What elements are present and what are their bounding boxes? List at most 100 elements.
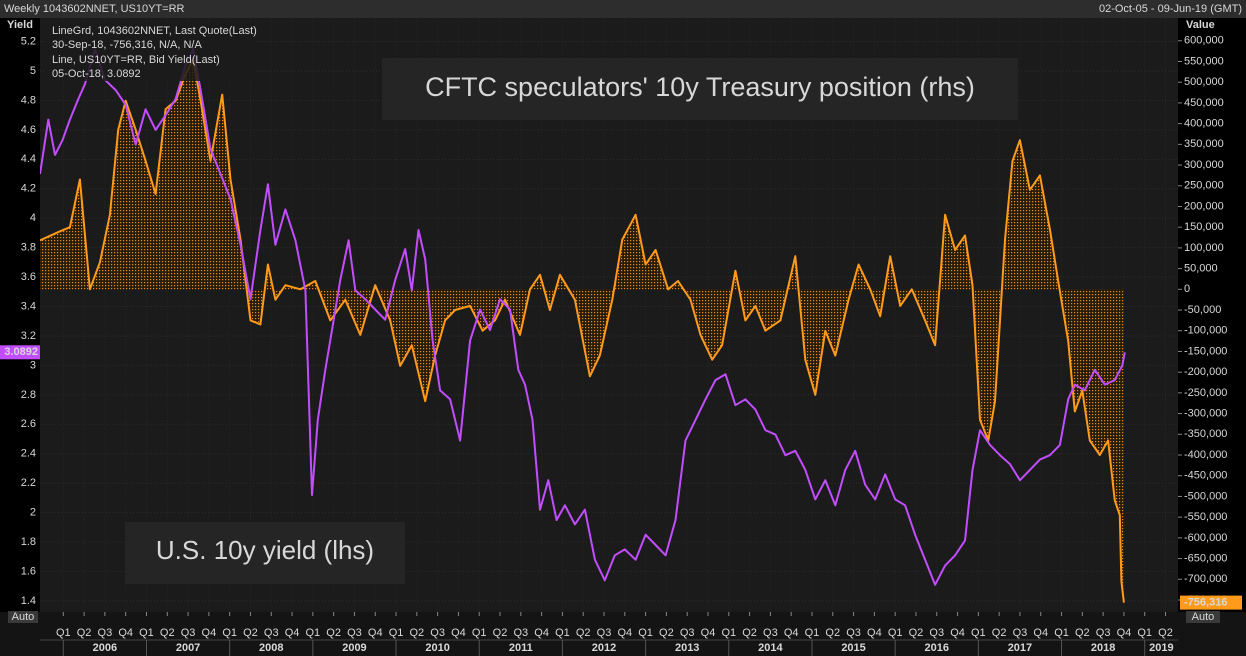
y2-tick-label: 550,000 — [1184, 55, 1224, 67]
y2-tick-label: 600,000 — [1184, 35, 1224, 47]
legend-detail: 30-Sep-18, -756,316, N/A, N/A — [52, 39, 202, 51]
x-tick-label: Q2 — [1075, 627, 1090, 639]
x-tick-label: Q2 — [1158, 627, 1173, 639]
x-tick-label: Q2 — [493, 627, 508, 639]
x-tick-label: Q3 — [846, 627, 861, 639]
y-tick-label: 4.2 — [21, 183, 36, 195]
x-tick-label: Q3 — [597, 627, 612, 639]
year-label: 2012 — [592, 642, 616, 654]
x-tick-label: Q4 — [202, 627, 217, 639]
x-tick-label: Q4 — [1117, 627, 1132, 639]
y2-tick-label: -100,000 — [1184, 325, 1227, 337]
x-tick-label: Q1 — [472, 627, 487, 639]
x-tick-label: Q1 — [805, 627, 820, 639]
header-bar — [0, 0, 1246, 18]
annotation: U.S. 10y yield (lhs) — [156, 535, 374, 565]
year-label: 2010 — [425, 642, 449, 654]
x-tick-label: Q1 — [888, 627, 903, 639]
x-tick-label: Q3 — [513, 627, 528, 639]
y2-tick-label: -350,000 — [1184, 428, 1227, 440]
y2-tick-label: -550,000 — [1184, 511, 1227, 523]
auto-button[interactable] — [8, 611, 38, 623]
y-tick-label: 5 — [30, 65, 36, 77]
y-tick-label: 1.8 — [21, 536, 36, 548]
x-tick-label: Q1 — [306, 627, 321, 639]
legend-box — [46, 23, 256, 81]
x-tick-label: Q3 — [929, 627, 944, 639]
x-tick-label: Q3 — [181, 627, 196, 639]
y2-tick-label: -600,000 — [1184, 532, 1227, 544]
y-tick-label: 2.6 — [21, 418, 36, 430]
x-tick-label: Q3 — [1013, 627, 1028, 639]
x-tick-label: Q4 — [451, 627, 466, 639]
x-axis-band — [0, 612, 1246, 656]
legend-entry: Line, US10YT=RR, Bid Yield(Last) — [52, 54, 220, 66]
y2-tick-label: 400,000 — [1184, 118, 1224, 130]
y-tick-label: 3.6 — [21, 271, 36, 283]
y-tick-label: 4.6 — [21, 124, 36, 136]
x-tick-label: Q1 — [971, 627, 986, 639]
x-tick-label: Q2 — [326, 627, 341, 639]
y-tick-label: 4.8 — [21, 94, 36, 106]
y-tick-label: 2.8 — [21, 389, 36, 401]
header-left: Weekly 1043602NNET, US10YT=RR — [4, 3, 185, 15]
y2-tick-label: 0 — [1184, 283, 1190, 295]
x-tick-label: Q4 — [368, 627, 383, 639]
y2-tick-label: 500,000 — [1184, 76, 1224, 88]
x-tick-label: Q3 — [347, 627, 362, 639]
x-tick-label: Q4 — [617, 627, 632, 639]
x-tick-label: Q2 — [409, 627, 424, 639]
value-tag — [1180, 595, 1242, 610]
value-tag-label: 3.0892 — [4, 346, 38, 358]
y-tick-label: 3.8 — [21, 242, 36, 254]
series-line — [40, 58, 1125, 603]
x-tick-label: Q2 — [576, 627, 591, 639]
x-tick-label: Q2 — [243, 627, 258, 639]
auto-label[interactable]: Auto — [12, 611, 35, 623]
x-tick-label: Q4 — [784, 627, 799, 639]
value-tag-label: -756,316 — [1184, 597, 1227, 609]
y-tick-label: 2.2 — [21, 477, 36, 489]
x-tick-label: Q1 — [1054, 627, 1069, 639]
y2-tick-label: -50,000 — [1184, 304, 1221, 316]
x-tick-label: Q1 — [1137, 627, 1152, 639]
y2-tick-label: -400,000 — [1184, 449, 1227, 461]
y2-tick-label: 200,000 — [1184, 200, 1224, 212]
y-tick-label: 3.2 — [21, 330, 36, 342]
x-tick-label: Q1 — [56, 627, 71, 639]
x-tick-label: Q2 — [742, 627, 757, 639]
x-tick-label: Q4 — [701, 627, 716, 639]
legend: LineGrd, 1043602NNET, Last Quote(Last) 30… — [52, 25, 257, 80]
y2-tick-label: -700,000 — [1184, 573, 1227, 585]
y-tick-label: 4.4 — [21, 153, 36, 165]
auto-button[interactable] — [1186, 611, 1220, 623]
y2-tick-label: 150,000 — [1184, 221, 1224, 233]
x-tick-label: Q1 — [389, 627, 404, 639]
y-tick-label: 2 — [30, 507, 36, 519]
x-tick-label: Q2 — [909, 627, 924, 639]
year-label: 2006 — [93, 642, 117, 654]
y2-tick-label: 100,000 — [1184, 242, 1224, 254]
header-right: 02-Oct-05 - 09-Jun-19 (GMT) — [1099, 3, 1242, 15]
year-label: 2018 — [1091, 642, 1115, 654]
year-label: 2019 — [1149, 642, 1173, 654]
x-tick-label: Q4 — [867, 627, 882, 639]
auto-label[interactable]: Auto — [1192, 611, 1215, 623]
year-label: 2013 — [675, 642, 699, 654]
x-tick-label: Q1 — [222, 627, 237, 639]
axes: 1.4 1.6 1.8 2 2.2 2.4 2.6 2.8 3 3.2 3.4 3.6 3.8 4 4.2 4… — [21, 35, 1227, 656]
y2-tick-label: 50,000 — [1184, 263, 1218, 275]
y-tick-label: 1.6 — [21, 565, 36, 577]
y2-tick-label: -250,000 — [1184, 387, 1227, 399]
x-tick-label: Q3 — [1096, 627, 1111, 639]
year-label: 2016 — [925, 642, 949, 654]
x-tick-label: Q1 — [555, 627, 570, 639]
x-tick-label: Q2 — [77, 627, 92, 639]
x-tick-label: Q4 — [950, 627, 965, 639]
annotation-box — [125, 522, 405, 584]
year-label: 2014 — [758, 642, 783, 654]
x-tick-label: Q2 — [659, 627, 674, 639]
y2-tick-label: -300,000 — [1184, 407, 1227, 419]
y2-tick-label: 250,000 — [1184, 180, 1224, 192]
